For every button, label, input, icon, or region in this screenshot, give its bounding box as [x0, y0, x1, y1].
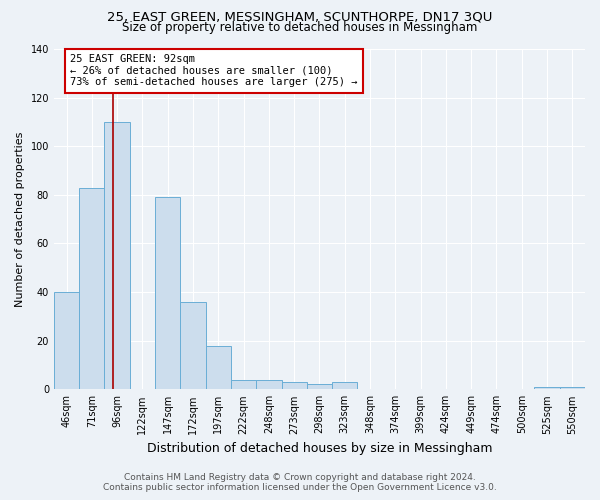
Bar — [54, 292, 79, 390]
Bar — [206, 346, 231, 390]
Text: Contains HM Land Registry data © Crown copyright and database right 2024.
Contai: Contains HM Land Registry data © Crown c… — [103, 473, 497, 492]
Bar — [155, 198, 181, 390]
Bar — [332, 382, 358, 390]
Bar — [104, 122, 130, 390]
Bar — [181, 302, 206, 390]
X-axis label: Distribution of detached houses by size in Messingham: Distribution of detached houses by size … — [147, 442, 492, 455]
Y-axis label: Number of detached properties: Number of detached properties — [15, 132, 25, 307]
Text: Size of property relative to detached houses in Messingham: Size of property relative to detached ho… — [122, 21, 478, 34]
Bar — [231, 380, 256, 390]
Bar — [79, 188, 104, 390]
Text: 25 EAST GREEN: 92sqm
← 26% of detached houses are smaller (100)
73% of semi-deta: 25 EAST GREEN: 92sqm ← 26% of detached h… — [70, 54, 358, 88]
Bar — [281, 382, 307, 390]
Text: 25, EAST GREEN, MESSINGHAM, SCUNTHORPE, DN17 3QU: 25, EAST GREEN, MESSINGHAM, SCUNTHORPE, … — [107, 10, 493, 23]
Bar — [256, 380, 281, 390]
Bar — [560, 387, 585, 390]
Bar — [307, 384, 332, 390]
Bar — [535, 387, 560, 390]
